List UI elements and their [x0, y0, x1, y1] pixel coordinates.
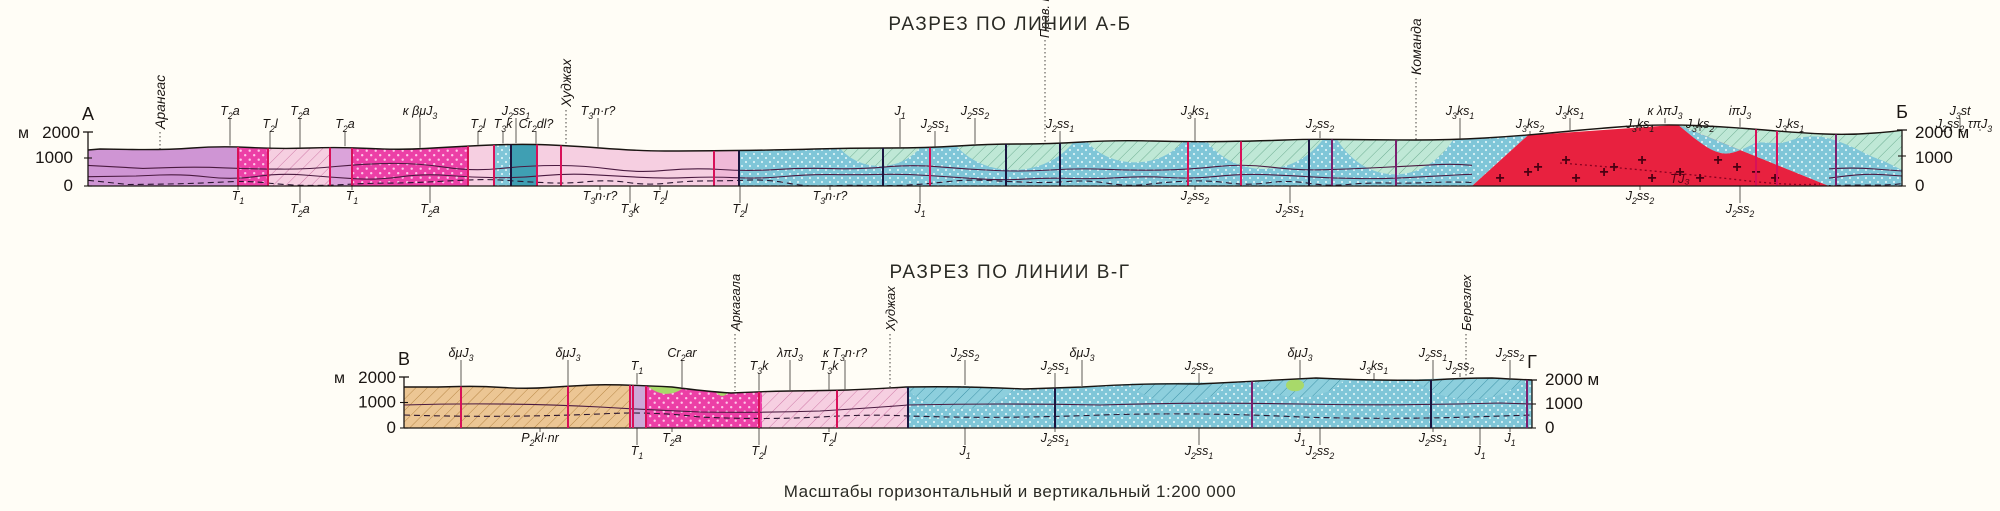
svg-text:Б: Б [1896, 102, 1908, 122]
svg-text:0: 0 [1915, 176, 1924, 195]
svg-text:+: + [1523, 164, 1532, 181]
svg-text:м: м [334, 370, 345, 387]
svg-text:+: + [1571, 170, 1580, 187]
svg-text:2000: 2000 [358, 368, 396, 387]
svg-text:2000: 2000 [42, 123, 80, 142]
svg-text:+: + [1695, 170, 1704, 187]
svg-text:0: 0 [387, 418, 396, 437]
svg-text:Аркагала: Аркагала [728, 274, 743, 332]
svg-text:0: 0 [1545, 418, 1554, 437]
svg-text:2000 м: 2000 м [1545, 370, 1599, 389]
svg-text:+: + [1561, 152, 1570, 169]
svg-text:+: + [1713, 152, 1722, 169]
svg-text:+: + [1770, 170, 1779, 187]
svg-text:м: м [18, 125, 29, 142]
svg-text:1000: 1000 [1545, 394, 1583, 413]
svg-text:+: + [1637, 152, 1646, 169]
svg-text:+: + [1647, 170, 1656, 187]
svg-text:+: + [1609, 159, 1618, 176]
svg-text:1000: 1000 [358, 393, 396, 412]
svg-text:Арангас: Арангас [152, 75, 168, 130]
svg-text:1000: 1000 [35, 148, 73, 167]
svg-text:Г: Г [1527, 352, 1537, 372]
svg-text:0: 0 [64, 176, 73, 195]
svg-text:Худжах: Худжах [883, 286, 898, 332]
svg-text:РАЗРЕЗ ПО ЛИНИИ А-Б: РАЗРЕЗ ПО ЛИНИИ А-Б [888, 14, 1131, 35]
svg-text:+: + [1732, 159, 1741, 176]
svg-text:В: В [398, 349, 410, 369]
svg-text:А: А [82, 104, 94, 124]
svg-text:Березлех: Березлех [1459, 274, 1474, 331]
svg-text:+: + [1599, 164, 1608, 181]
svg-text:РАЗРЕЗ ПО ЛИНИИ В-Г: РАЗРЕЗ ПО ЛИНИИ В-Г [890, 262, 1131, 283]
svg-text:Худжах: Худжах [558, 58, 574, 108]
svg-text:+: + [1495, 170, 1504, 187]
svg-text:Масштабы горизонтальный и верт: Масштабы горизонтальный и вертикальный 1… [784, 482, 1236, 501]
svg-text:Команда: Команда [1408, 18, 1424, 75]
svg-text:+: + [1533, 159, 1542, 176]
svg-text:1000: 1000 [1915, 148, 1953, 167]
svg-text:+: + [1675, 164, 1684, 181]
